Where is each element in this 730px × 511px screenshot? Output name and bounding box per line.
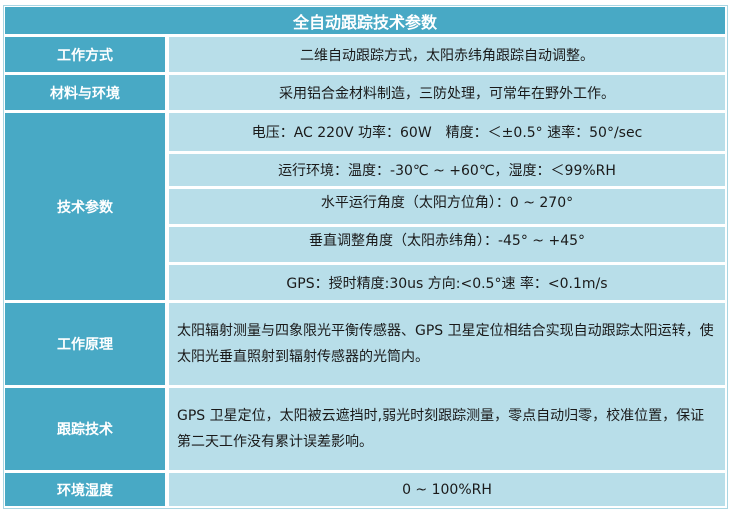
spec-line: 垂直调整角度（太阳赤纬角）：-45° ~ +45°	[169, 227, 725, 262]
row-value: 0 ~ 100%RH	[169, 473, 725, 506]
row-label: 工作方式	[5, 37, 165, 72]
row-value: 太阳辐射测量与四象限光平衡传感器、GPS 卫星定位相结合实现自动跟踪太阳运转，使…	[169, 303, 725, 385]
spec-line: GPS：授时精度:30us 方向:<0.5°速 率：<0.1m/s	[169, 265, 725, 300]
row-value: 采用铝合金材料制造，三防处理，可常年在野外工作。	[169, 75, 725, 110]
spec-line: 水平运行角度（太阳方位角）：0 ~ 270°	[169, 189, 725, 224]
row-label: 跟踪技术	[5, 388, 165, 470]
row-label: 技术参数	[5, 113, 165, 300]
row-value: GPS 卫星定位，太阳被云遮挡时,弱光时刻跟踪测量，零点自动归零，校准位置，保证…	[169, 388, 725, 470]
row-label: 环境湿度	[5, 473, 165, 506]
row-label: 工作原理	[5, 303, 165, 385]
table-title: 全自动跟踪技术参数	[5, 7, 725, 34]
spec-line: 运行环境：温度：-30℃ ~ +60℃，湿度：＜99%RH	[169, 154, 725, 186]
row-value: 二维自动跟踪方式，太阳赤纬角跟踪自动调整。	[169, 37, 725, 72]
row-label: 材料与环境	[5, 75, 165, 110]
spec-line: 电压：AC 220V 功率：60W 精度：＜±0.5° 速率：50°/sec	[169, 113, 725, 151]
